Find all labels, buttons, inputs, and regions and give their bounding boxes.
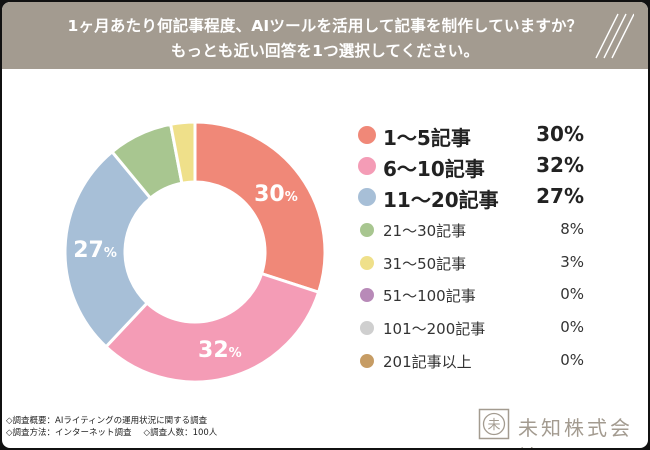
data-label-0: 30%: [254, 182, 298, 207]
legend-label: 101〜200記事: [383, 320, 486, 338]
legend-swatch: [360, 256, 374, 270]
legend-swatch: [360, 288, 374, 302]
legend-item: 21〜30記事 8%: [354, 217, 584, 243]
title-banner: 1ヶ月あたり何記事程度、AIツールを活用して記事を制作していますか？ もっとも近…: [2, 2, 648, 69]
donut-chart: 30% 32% 27%: [63, 120, 327, 384]
legend-item: 51〜100記事 0%: [354, 282, 584, 308]
legend-value: 3%: [560, 253, 584, 271]
legend-item: 101〜200記事 0%: [354, 315, 584, 341]
legend-item: 31〜50記事 3%: [354, 250, 584, 276]
legend-value: 0%: [560, 351, 584, 369]
corner-stripes-decoration: [595, 13, 634, 59]
donut-slice-2: [63, 149, 153, 349]
brand-name: 未知株式会社: [518, 416, 633, 448]
data-label-1: 32%: [198, 338, 242, 363]
legend-swatch: [360, 321, 374, 335]
legend-label: 51〜100記事: [383, 287, 476, 305]
brand-mark: 未 未知株式会社: [478, 408, 643, 448]
title-line-2: もっとも近い回答を1つ選択してください。: [170, 42, 480, 60]
legend-value: 0%: [560, 285, 584, 303]
survey-respondents: ◇調査人数：100人: [143, 428, 218, 438]
legend-label: 21〜30記事: [383, 222, 467, 240]
data-label-2: 27%: [73, 238, 117, 263]
legend-swatch: [358, 157, 376, 175]
legend-item: 1〜5記事 30%: [354, 122, 584, 150]
legend-item: 11〜20記事 27%: [354, 184, 584, 212]
brand-logo-icon: 未: [478, 408, 510, 440]
survey-footer: ◇調査概要：AIライティングの運用状況に関する調査 ◇調査方法：インターネット調…: [6, 415, 217, 439]
legend-value: 0%: [560, 318, 584, 336]
legend-label: 201記事以上: [383, 353, 472, 371]
survey-method: ◇調査方法：インターネット調査: [6, 428, 132, 438]
legend-value: 27%: [536, 184, 584, 208]
legend-swatch: [360, 354, 374, 368]
legend-value: 30%: [536, 122, 584, 146]
legend-label: 31〜50記事: [383, 255, 467, 273]
legend-label: 11〜20記事: [383, 188, 499, 212]
donut-slice-1: [103, 271, 321, 384]
survey-overview: ◇調査概要：AIライティングの運用状況に関する調査: [6, 416, 208, 426]
legend-item: 6〜10記事 32%: [354, 153, 584, 181]
legend-value: 8%: [560, 220, 584, 238]
legend-swatch: [358, 126, 376, 144]
legend-swatch: [360, 223, 374, 237]
legend-swatch: [358, 188, 376, 206]
legend-label: 1〜5記事: [383, 126, 471, 150]
legend-label: 6〜10記事: [383, 157, 485, 181]
legend-item: 201記事以上 0%: [354, 348, 584, 374]
brand-logo-glyph: 未: [487, 418, 500, 433]
donut-slice-0: [193, 120, 327, 295]
donut-slice-4: [168, 120, 197, 185]
legend-value: 32%: [536, 153, 584, 177]
title-line-1: 1ヶ月あたり何記事程度、AIツールを活用して記事を制作していますか？: [67, 17, 583, 35]
